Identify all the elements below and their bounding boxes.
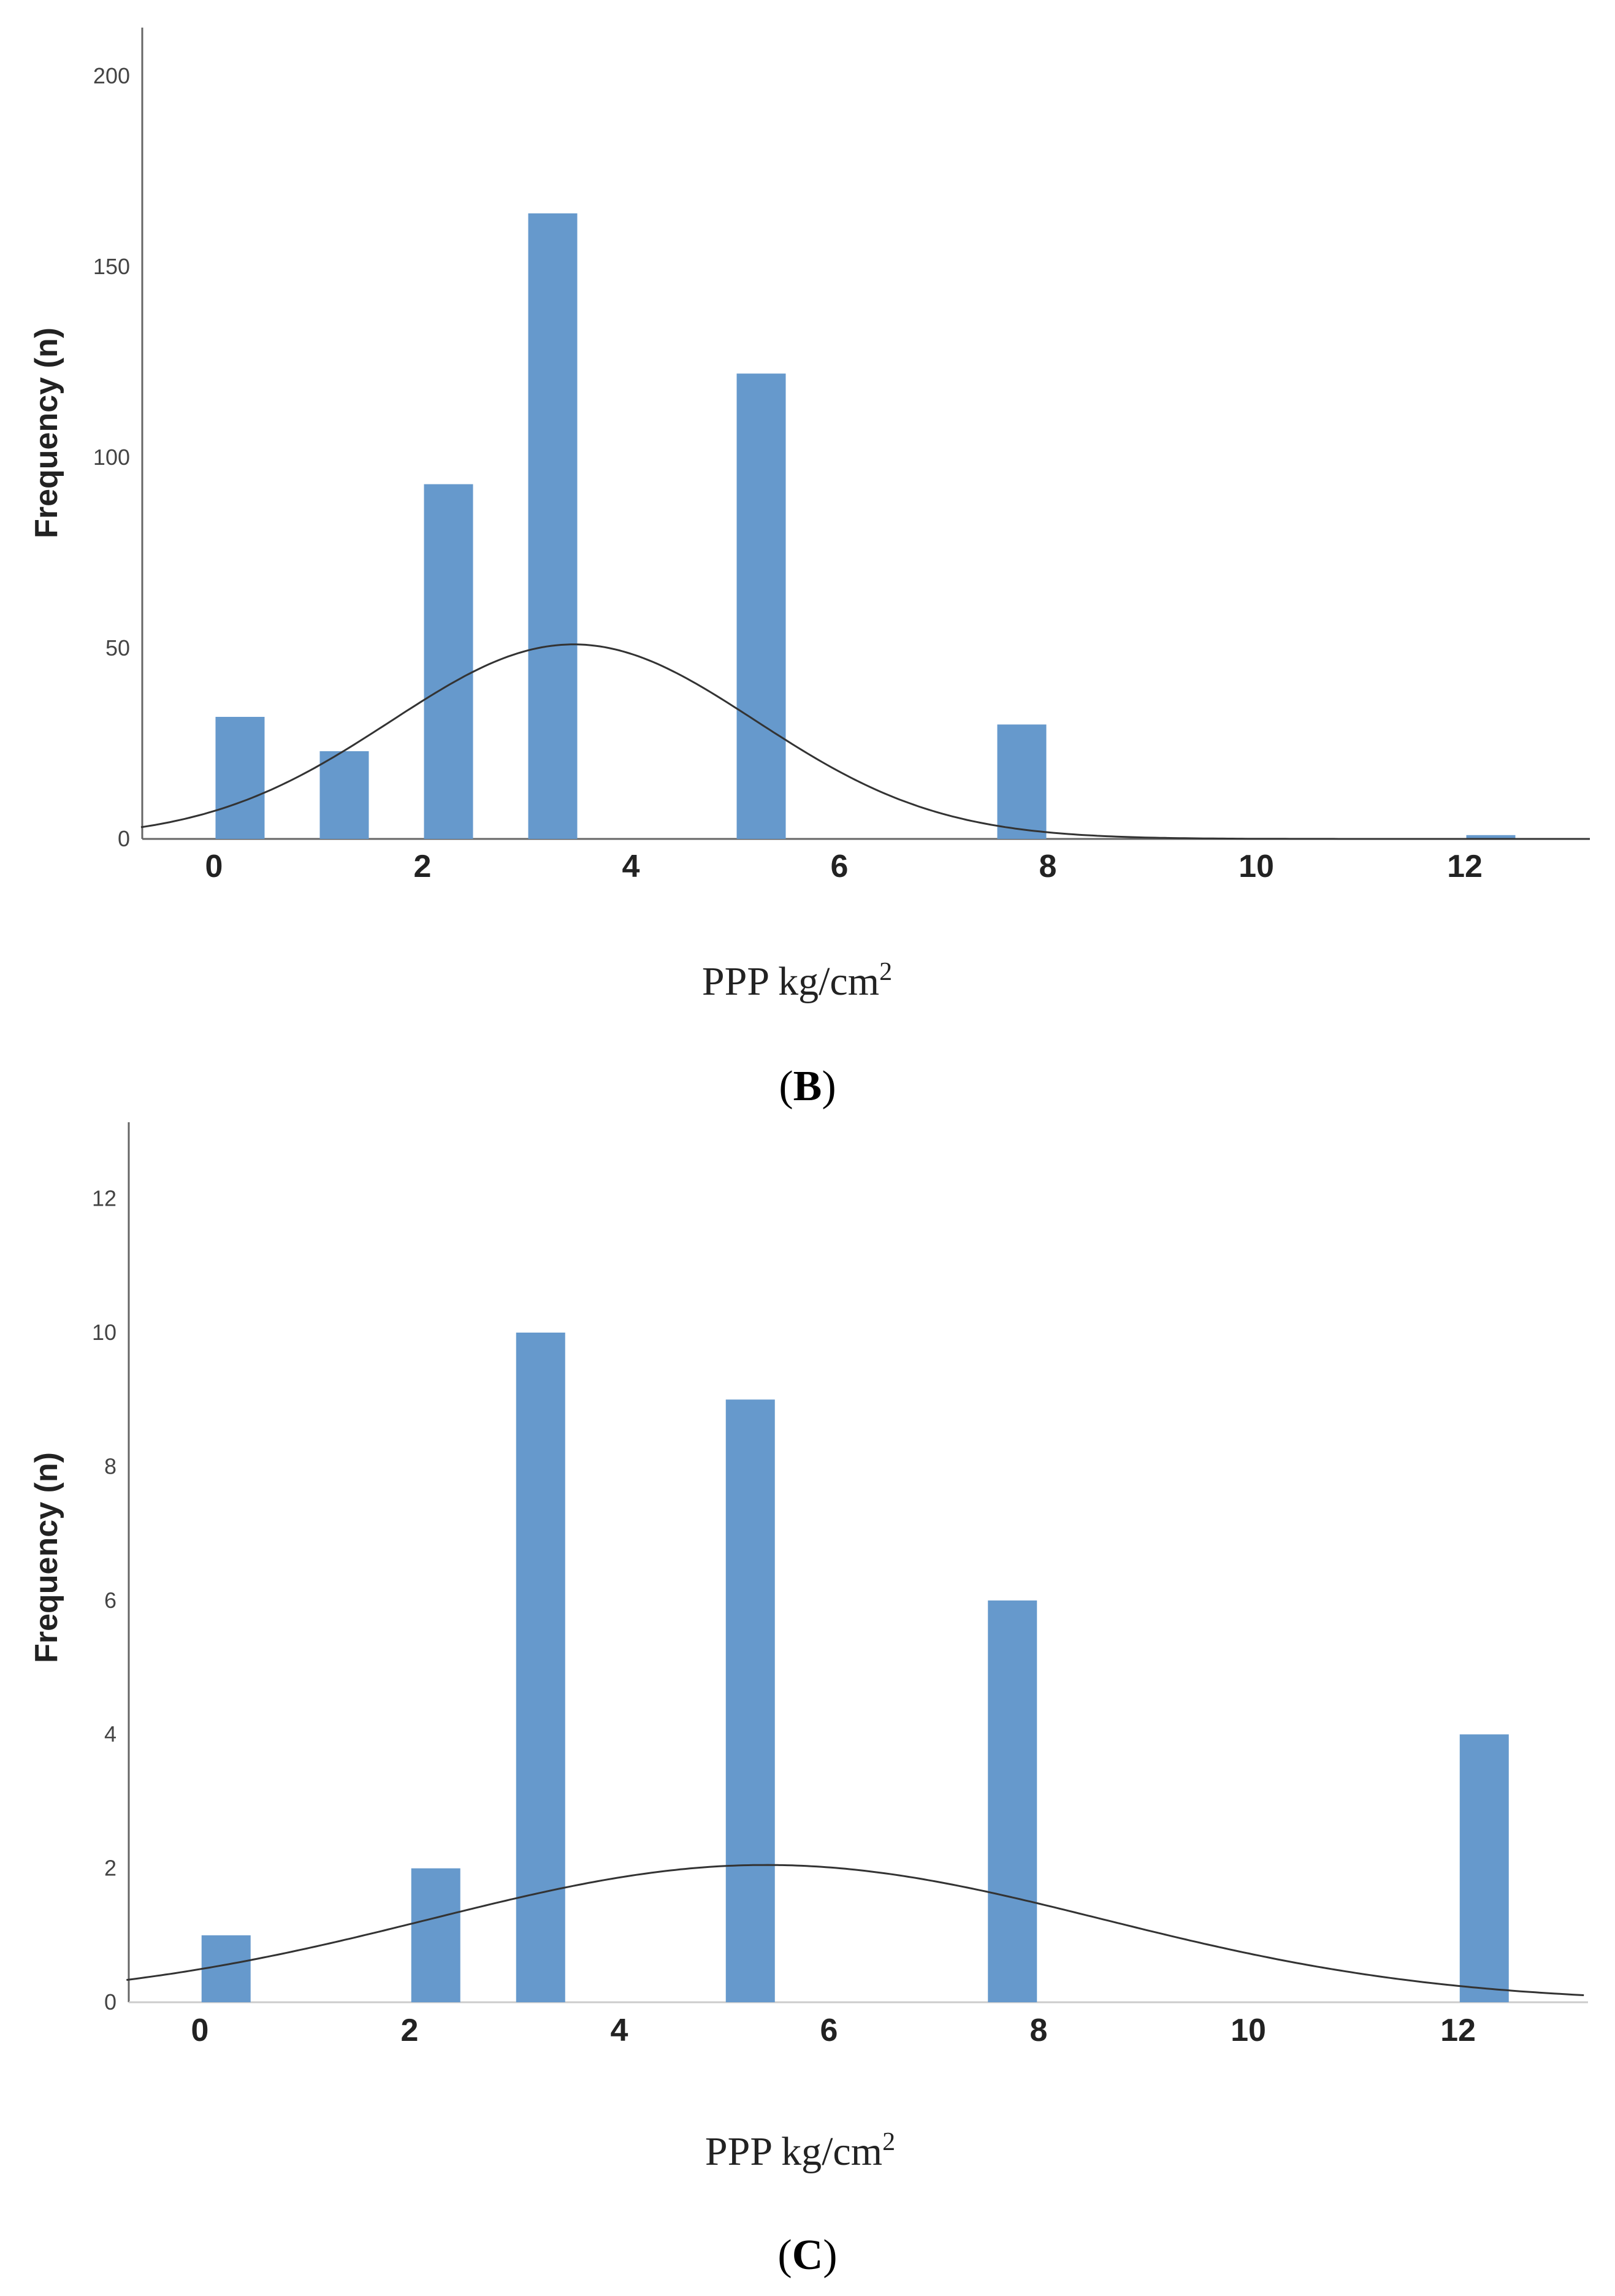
y-tick-label: 10 (92, 1320, 116, 1345)
y-tick-labels: 0 50 100 150 200 (93, 63, 130, 851)
y-tick-label: 8 (104, 1453, 116, 1479)
y-tick-label: 6 (104, 1588, 116, 1613)
normal-curve (140, 643, 1590, 840)
y-tick-label: 2 (104, 1856, 116, 1881)
histogram-bar (215, 716, 265, 839)
histogram-bar (736, 373, 786, 839)
histogram-panel-c: 0 2 4 6 8 10 12 0 2 4 6 8 10 12 Frequency (n) PPP kg… (29, 1122, 1588, 2279)
histogram-bar (1459, 1734, 1509, 2002)
x-tick-label: 4 (622, 849, 640, 884)
x-tick-label: 4 (611, 2013, 628, 2048)
x-axis-label: PPP kg/cm2 (702, 958, 892, 1004)
panel-label-b: (B) (779, 1063, 836, 1110)
y-tick-label: 12 (92, 1186, 116, 1211)
histogram-bar (988, 1600, 1037, 2002)
y-tick-label: 4 (104, 1721, 116, 1747)
x-axis-label-main: PPP kg/cm (702, 959, 879, 1004)
x-tick-label: 6 (820, 2013, 838, 2048)
x-tick-label: 12 (1440, 2013, 1476, 2048)
x-tick-label: 0 (191, 2013, 209, 2048)
normal-curve (126, 1864, 1584, 1996)
histogram-bar (201, 1935, 251, 2002)
y-axis-label: Frequency (n) (29, 327, 64, 538)
bars (201, 1333, 1509, 2002)
x-tick-labels: 0 2 4 6 8 10 12 (205, 849, 1483, 884)
y-tick-label: 100 (93, 445, 130, 470)
x-tick-label: 2 (414, 849, 432, 884)
x-tick-label: 2 (401, 2013, 419, 2048)
x-axis-label: PPP kg/cm2 (705, 2128, 895, 2174)
histogram-bar (319, 751, 369, 839)
histogram-bar (516, 1333, 565, 2002)
histogram-bar (725, 1399, 775, 2002)
x-tick-label: 10 (1231, 2013, 1266, 2048)
x-tick-labels: 0 2 4 6 8 10 12 (191, 2013, 1476, 2048)
histogram-bar (528, 213, 578, 839)
panel-label-c: (C) (777, 2232, 837, 2279)
y-tick-label: 0 (104, 1989, 116, 2015)
x-tick-label: 8 (1030, 2013, 1048, 2048)
bars (215, 213, 1516, 839)
histogram-bar (424, 484, 473, 839)
y-tick-label: 0 (118, 826, 130, 851)
x-axis-label-superscript: 2 (879, 958, 892, 986)
y-tick-label: 200 (93, 63, 130, 88)
histogram-bar (411, 1868, 460, 2002)
histogram-bar (1466, 835, 1516, 839)
x-tick-label: 10 (1239, 849, 1274, 884)
y-tick-label: 50 (105, 635, 130, 660)
x-tick-label: 6 (831, 849, 849, 884)
histogram-bar (997, 724, 1047, 839)
x-tick-label: 12 (1447, 849, 1483, 884)
x-axis-label-superscript: 2 (882, 2128, 895, 2156)
histogram-panel-b: 0 50 100 150 200 0 2 4 6 8 10 12 Frequency (n) PPP… (29, 28, 1590, 1110)
y-tick-labels: 0 2 4 6 8 10 12 (92, 1186, 116, 2015)
y-tick-label: 150 (93, 254, 130, 279)
x-axis-label-main: PPP kg/cm (705, 2129, 882, 2174)
y-axis-label: Frequency (n) (29, 1452, 64, 1663)
x-tick-label: 8 (1039, 849, 1057, 884)
x-tick-label: 0 (205, 849, 223, 884)
